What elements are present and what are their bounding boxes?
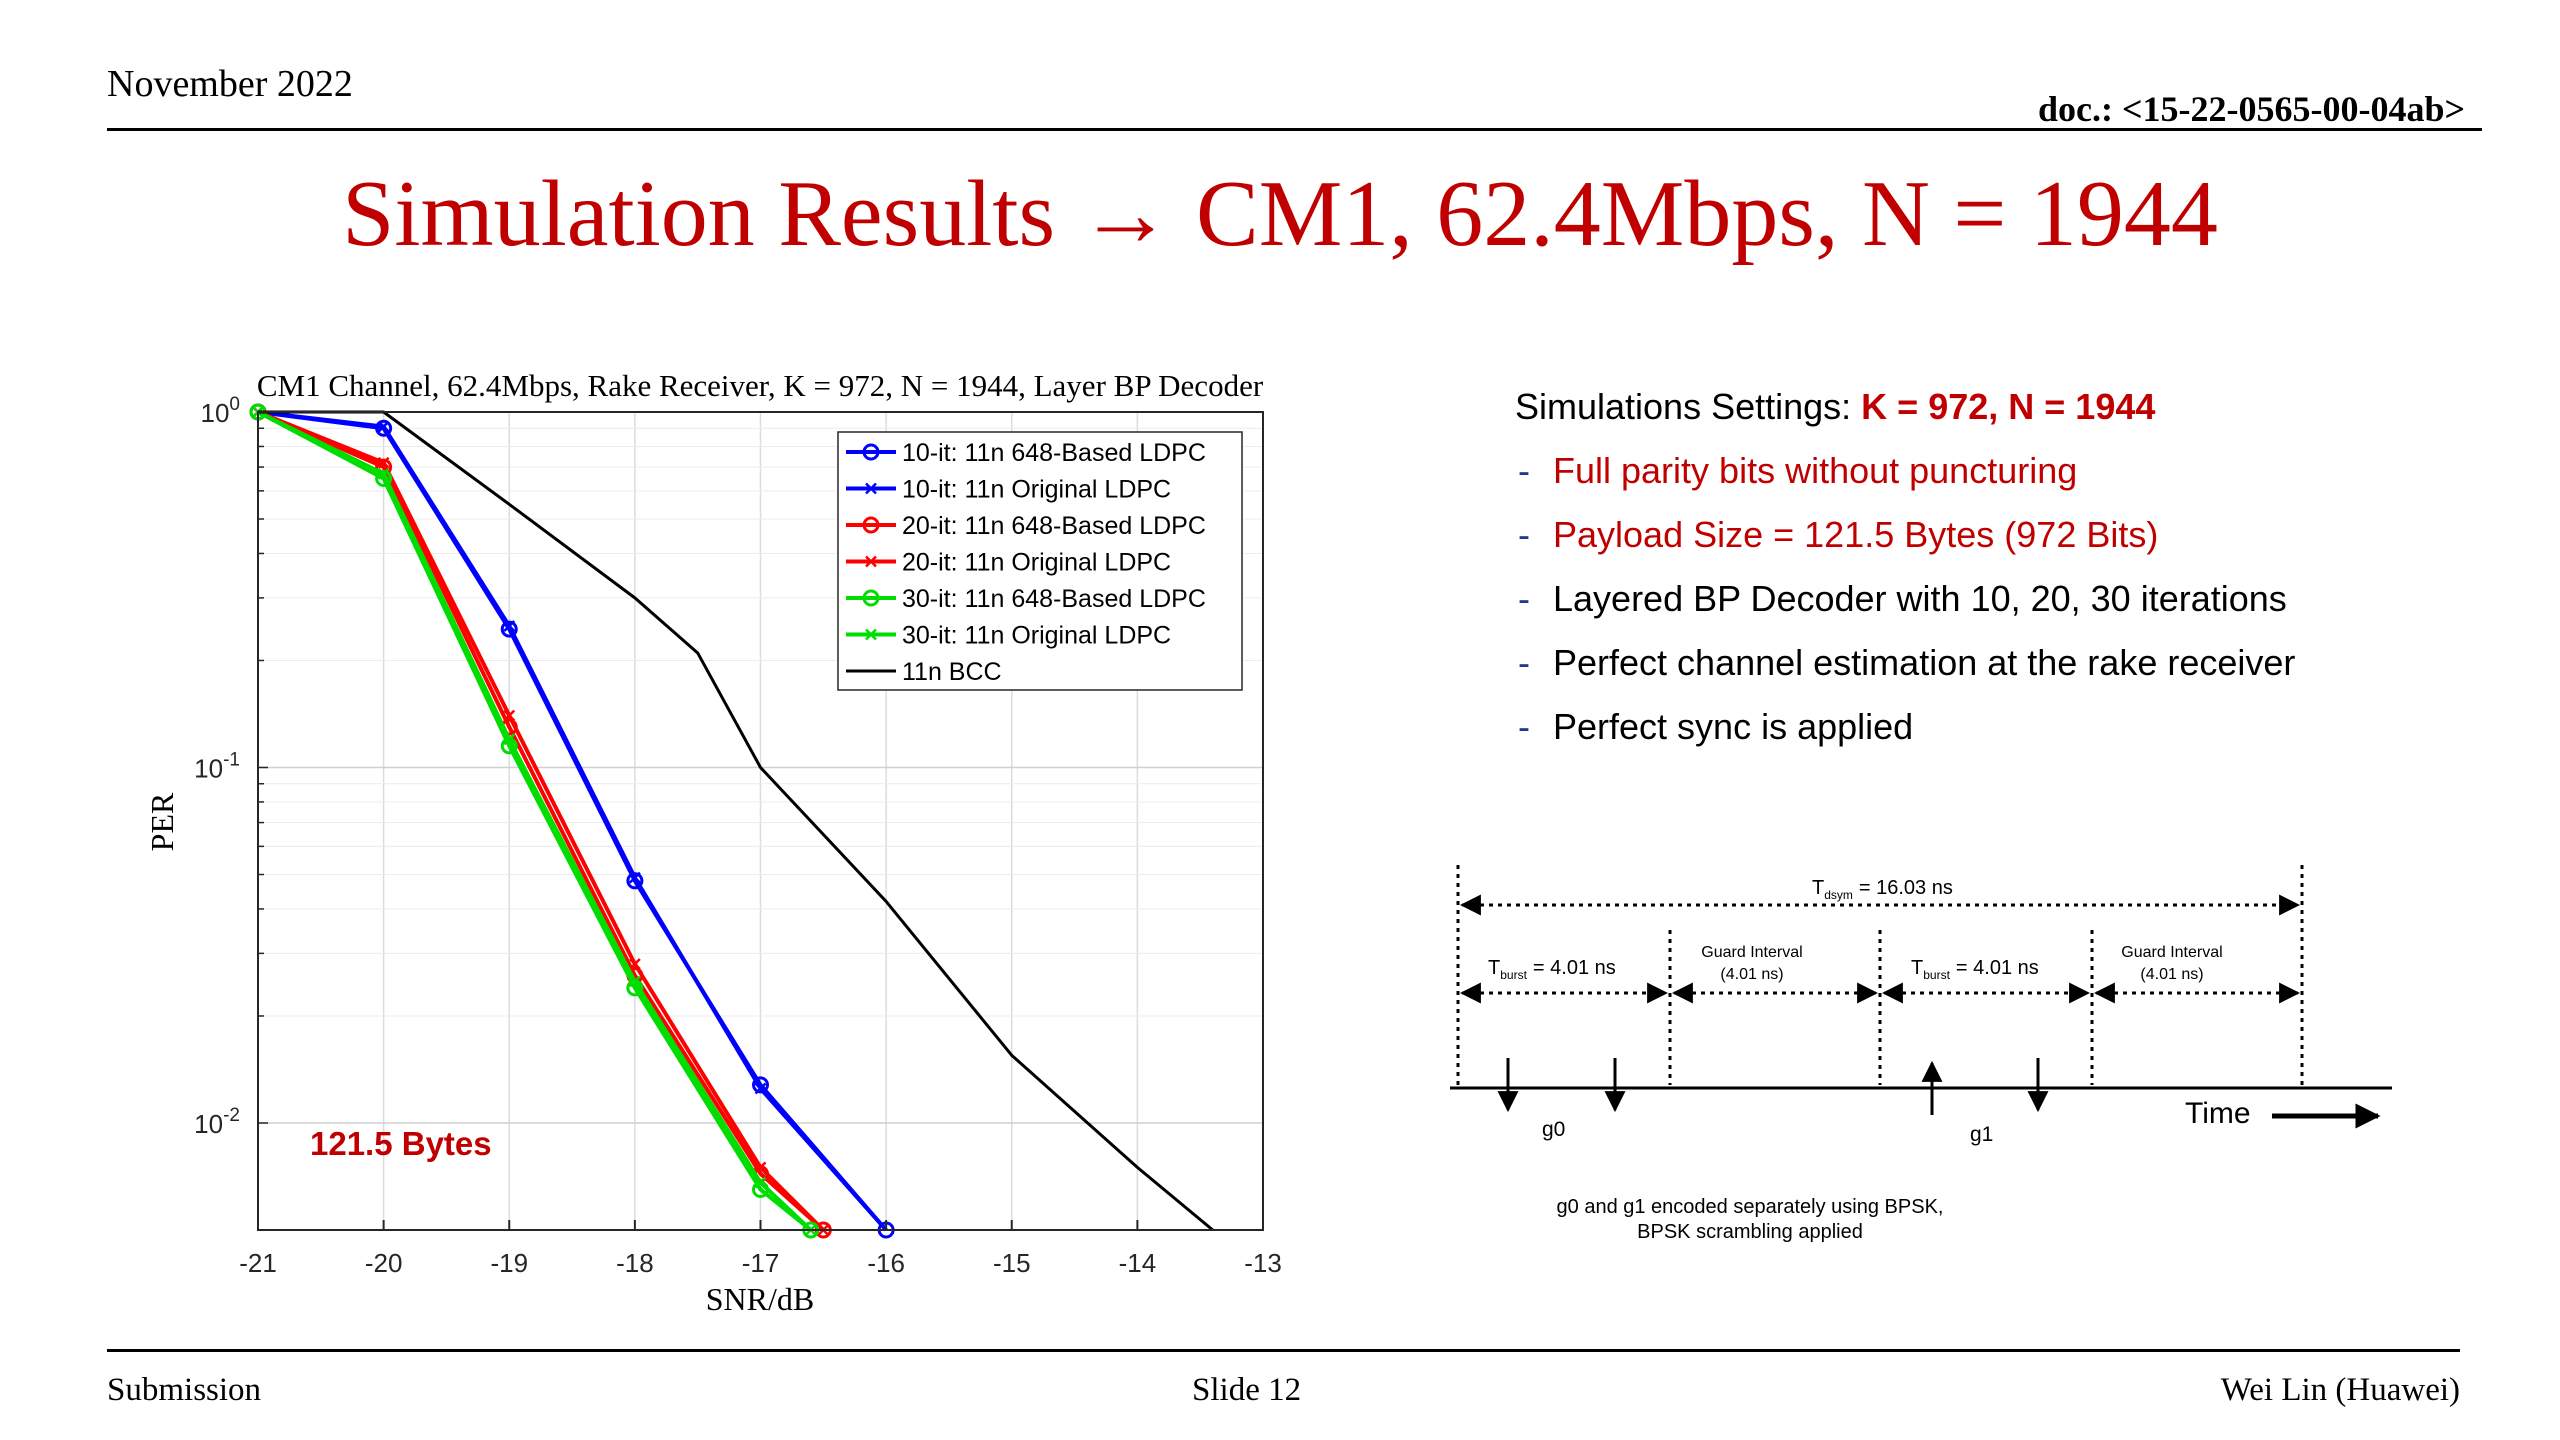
x-tick-label: -18 — [616, 1248, 654, 1278]
data-point — [628, 975, 641, 988]
x-tick-label: -13 — [1244, 1248, 1282, 1278]
legend-entry: 10-it: 11n 648-Based LDPC — [902, 439, 1206, 467]
legend-box — [837, 431, 1243, 691]
g0-label: g0 — [1542, 1118, 1565, 1141]
encoding-note: g0 and g1 encoded separately using BPSK, — [1557, 1196, 1944, 1218]
chart-title: CM1 Channel, 62.4Mbps, Rake Receiver, K … — [257, 368, 1264, 403]
slide-title: Simulation Results → CM1, 62.4Mbps, N = … — [342, 162, 2218, 266]
payload-annotation: 121.5 Bytes — [310, 1125, 492, 1162]
settings-kn-value: K = 972, N = 1944 — [1861, 386, 2156, 427]
chart-ticks: -21 -20 -19 -18 -17 -16 -15 -14 -13 100 10-1 10-2 — [194, 394, 1282, 1278]
x-tick-label: -21 — [239, 1248, 277, 1278]
guard-duration: (4.01 ns) — [2140, 966, 2203, 983]
series-line — [257, 410, 813, 1232]
data-point — [862, 589, 880, 607]
settings-item: Full parity bits without puncturing — [1515, 439, 2515, 503]
data-point — [500, 620, 518, 638]
legend-entry: 10-it: 11n Original LDPC — [902, 476, 1171, 504]
x-tick-label: -14 — [1119, 1248, 1157, 1278]
y-tick-label: 100 — [201, 394, 241, 428]
x-tick-label: -16 — [867, 1248, 905, 1278]
legend-entry: 30-it: 11n 648-Based LDPC — [902, 585, 1206, 613]
series-line — [257, 410, 813, 1232]
settings-item: Perfect channel estimation at the rake r… — [1515, 631, 2515, 695]
settings-item: Layered BP Decoder with 10, 20, 30 itera… — [1515, 567, 2515, 631]
series-line — [257, 410, 888, 1232]
header-rule — [107, 128, 2482, 131]
series-line — [258, 410, 1214, 1232]
data-point — [752, 1076, 769, 1094]
guard-label: Guard Interval — [1701, 944, 1802, 961]
legend-entry: 11n BCC — [902, 658, 1002, 686]
legend-entry: 20-it: 11n Original LDPC — [902, 549, 1171, 577]
data-point — [377, 456, 390, 469]
footer-slide-number: Slide 12 — [1192, 1372, 1302, 1408]
settings-list: Full parity bits without puncturing Payl… — [1515, 439, 2515, 759]
chart-series-group — [249, 403, 1214, 1239]
header-doc-id: doc.: <15-22-0565-00-04ab> — [2038, 89, 2465, 129]
x-tick-label: -19 — [490, 1248, 528, 1278]
series-line — [257, 410, 825, 1232]
diagram-boundaries — [1456, 865, 2304, 1085]
data-point — [628, 958, 641, 970]
data-point — [754, 1082, 767, 1095]
x-tick-label: -17 — [742, 1248, 780, 1278]
footer-submission: Submission — [107, 1372, 262, 1408]
series-line — [257, 410, 825, 1232]
tburst-label: Tburst = 4.01 ns — [1911, 957, 2039, 982]
data-point — [862, 443, 880, 461]
pulse-arrows — [1497, 1058, 2049, 1115]
diagram-labels: Tdsym = 16.03 ns Tburst = 4.01 ns Tburst = … — [1488, 877, 2251, 1243]
tsym-label: Tdsym = 16.03 ns — [1812, 877, 1953, 902]
settings-item: Perfect sync is applied — [1515, 695, 2515, 759]
diagram-dimension-lines — [1459, 894, 2301, 1004]
data-point — [503, 709, 516, 722]
data-point — [503, 620, 516, 632]
data-point — [628, 871, 641, 884]
g1-label: g1 — [1970, 1123, 1993, 1146]
data-point — [862, 516, 880, 534]
data-point — [377, 467, 390, 480]
simulation-settings: Simulations Settings: K = 972, N = 1944 … — [1515, 375, 2515, 759]
tburst-label: Tburst = 4.01 ns — [1488, 957, 1616, 982]
guard-label: Guard Interval — [2121, 944, 2222, 961]
x-axis-label: SNR/dB — [706, 1281, 814, 1317]
data-point — [754, 1176, 767, 1189]
data-point — [375, 470, 393, 488]
data-point — [865, 555, 877, 568]
data-point — [865, 628, 877, 641]
legend-entry: 20-it: 11n 648-Based LDPC — [902, 512, 1206, 540]
data-point — [754, 1161, 767, 1174]
x-tick-label: -15 — [993, 1248, 1031, 1278]
y-axis-label: PER — [144, 792, 180, 851]
chart-legend: 10-it: 11n 648-Based LDPC 10-it: 11n Orig… — [837, 431, 1243, 691]
y-tick-label: 10-1 — [194, 749, 240, 783]
x-tick-label: -20 — [365, 1248, 403, 1278]
footer-author: Wei Lin (Huawei) — [2220, 1372, 2460, 1408]
data-point — [503, 733, 516, 746]
series — [258, 410, 1214, 1232]
data-point — [375, 419, 393, 437]
data-point — [377, 420, 390, 433]
legend-entry: 30-it: 11n Original LDPC — [902, 622, 1171, 650]
series — [252, 406, 817, 1236]
y-tick-label: 10-2 — [194, 1105, 240, 1139]
time-label: Time — [2185, 1097, 2251, 1130]
settings-label: Simulations Settings: — [1515, 386, 1862, 427]
guard-duration: (4.01 ns) — [1720, 966, 1783, 983]
footer-rule — [107, 1349, 2460, 1352]
settings-item: Payload Size = 121.5 Bytes (972 Bits) — [1515, 503, 2515, 567]
data-point — [865, 482, 877, 495]
settings-heading: Simulations Settings: K = 972, N = 1944 — [1515, 375, 2515, 439]
header-date: November 2022 — [107, 63, 353, 105]
scrambling-note: BPSK scrambling applied — [1637, 1221, 1863, 1243]
